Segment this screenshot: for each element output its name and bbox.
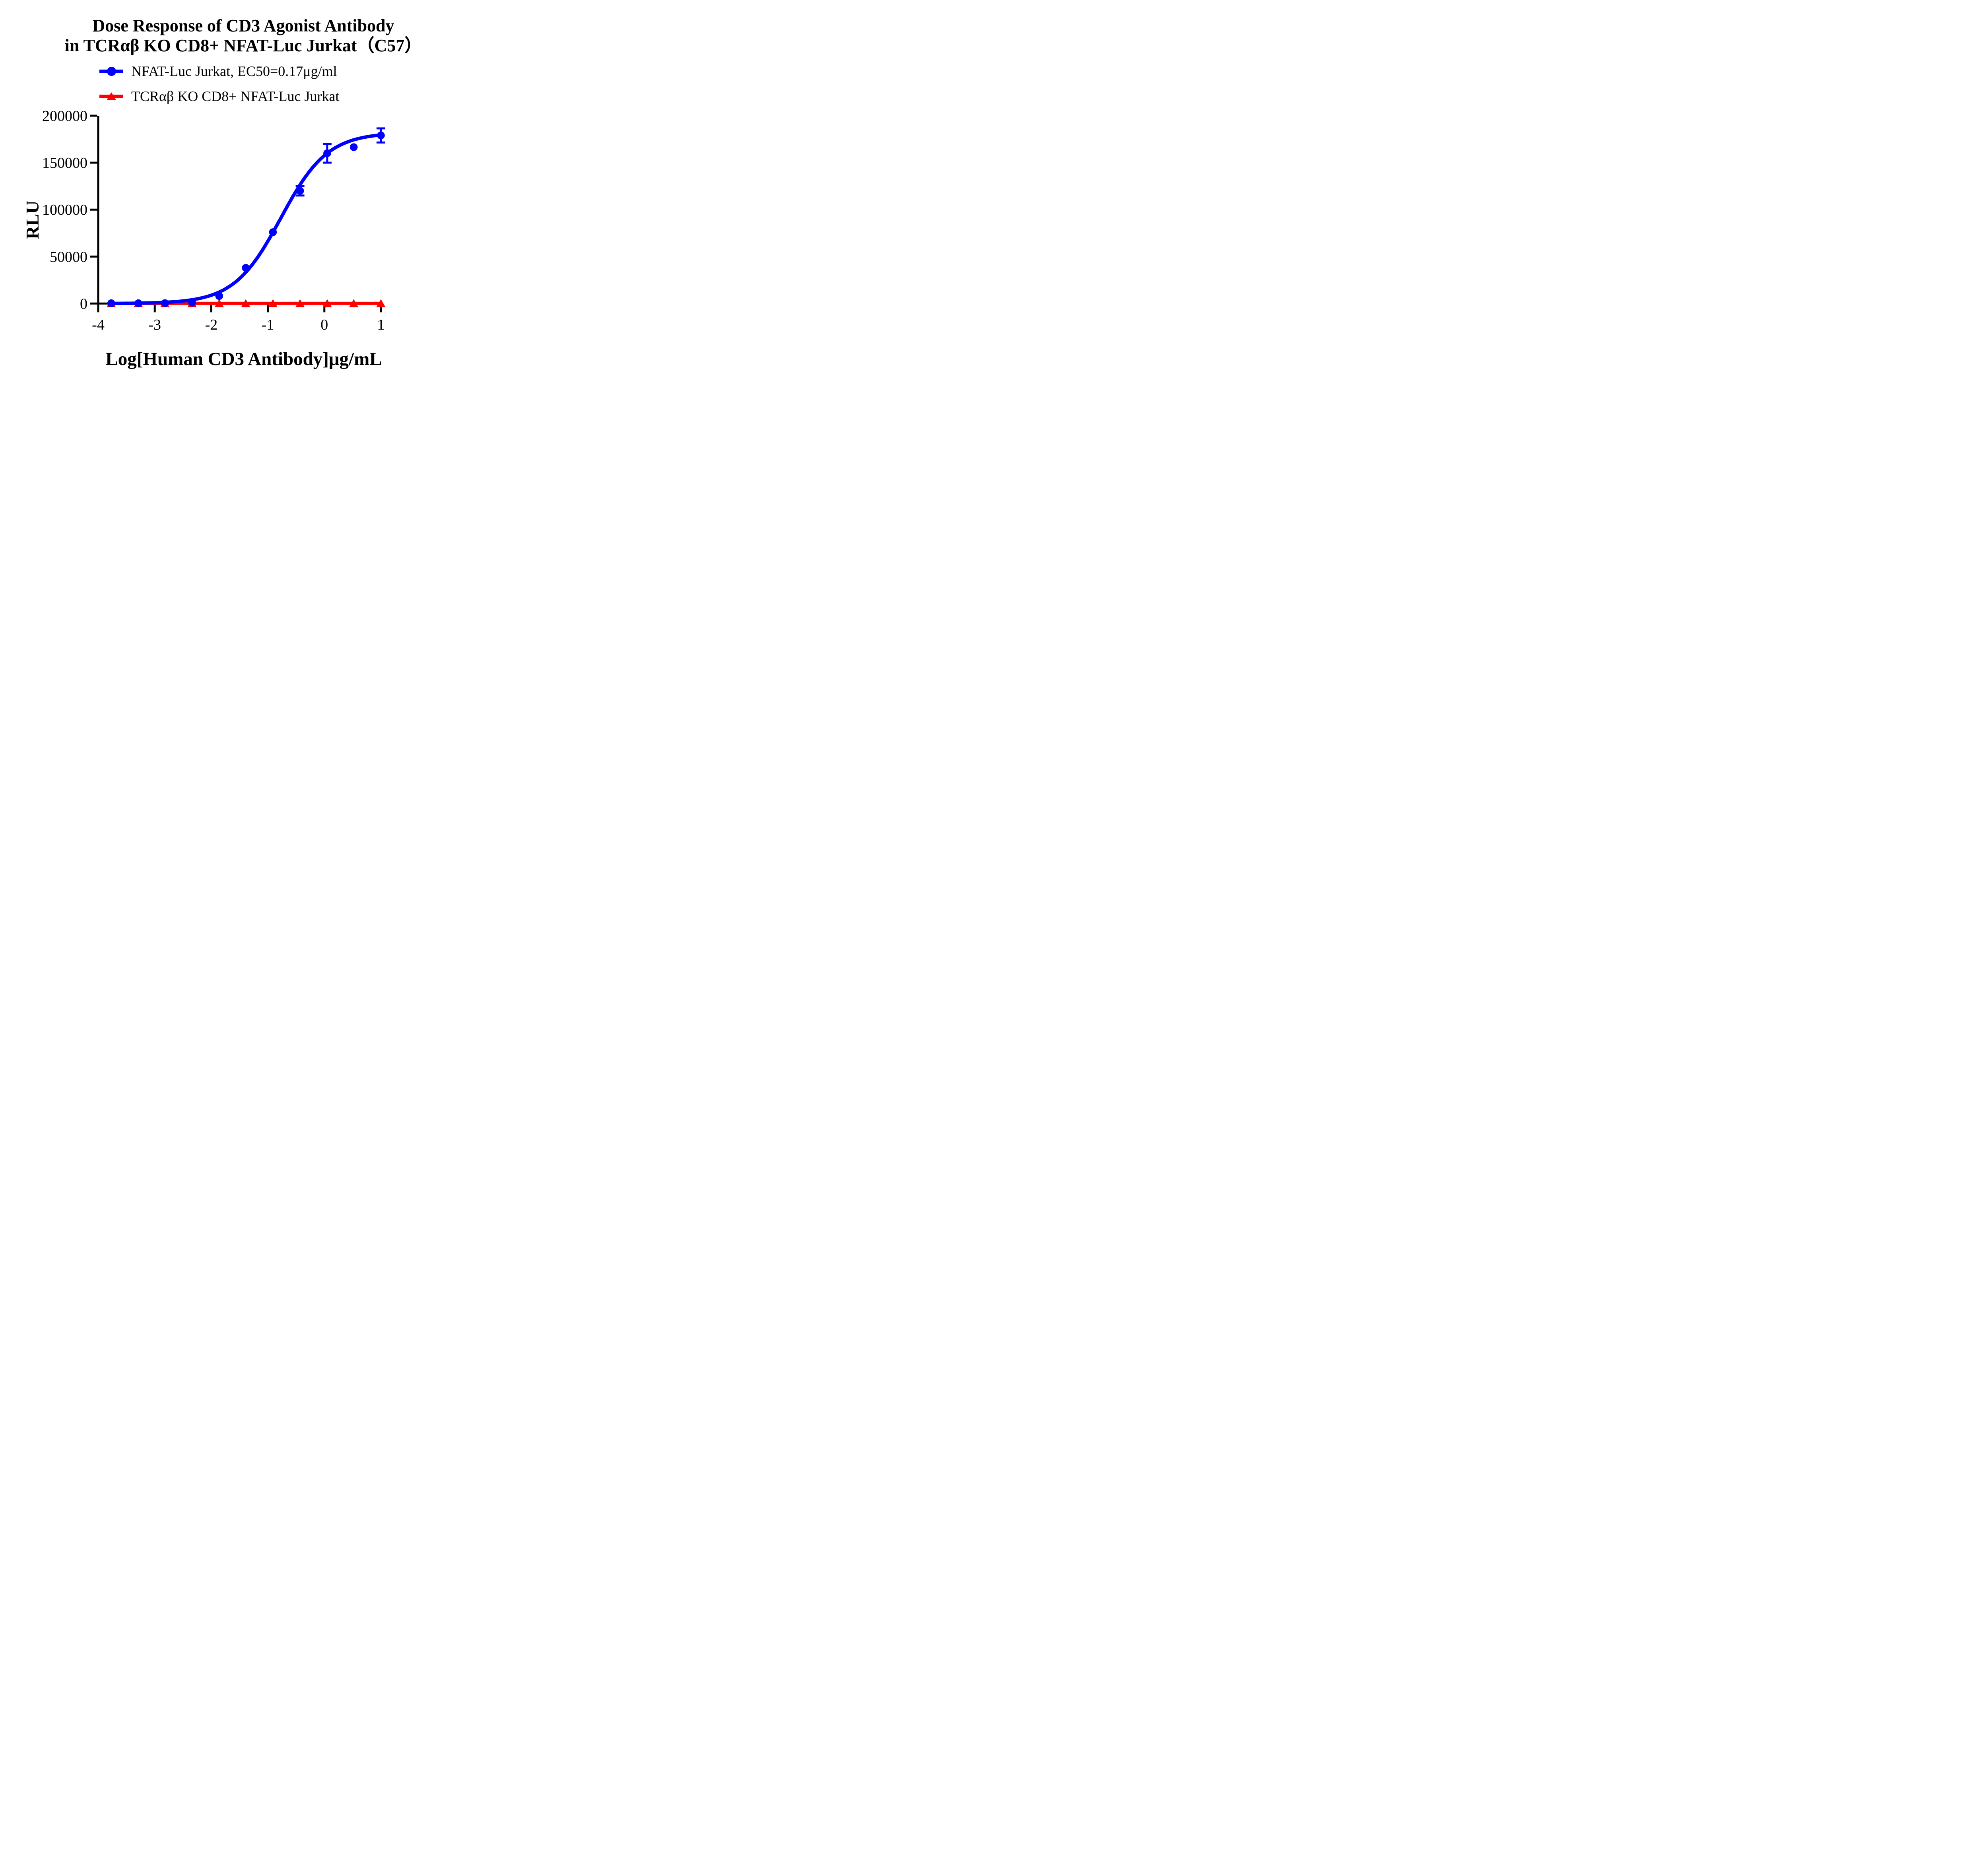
x-tick-label: -4 xyxy=(92,316,105,333)
legend-label: NFAT-Luc Jurkat, EC50=0.17μg/ml xyxy=(131,63,337,79)
legend-marker-red-triangle-icon xyxy=(99,91,123,101)
chart-title-line1: Dose Response of CD3 Agonist Antibody xyxy=(92,16,394,35)
y-tick-label: 50000 xyxy=(50,249,87,265)
red-triangle-marker xyxy=(295,299,305,307)
blue-circle-marker xyxy=(215,292,223,300)
blue-circle-marker xyxy=(377,131,385,140)
y-tick-label: 100000 xyxy=(42,202,87,218)
x-tick-label: 1 xyxy=(377,316,385,333)
blue-circle-marker xyxy=(242,264,250,272)
red-triangle-marker xyxy=(268,299,278,307)
y-axis-title: RLU xyxy=(22,200,43,239)
dose-response-figure: -4 -3 -2 -1 0 1 0 50000 100000 150000 200000 Dose … xyxy=(0,0,439,372)
legend: NFAT-Luc Jurkat, EC50=0.17μg/ml TCRαβ KO… xyxy=(99,62,339,112)
legend-item-nfat-luc-jurkat: NFAT-Luc Jurkat, EC50=0.17μg/ml xyxy=(99,62,339,80)
chart-title-line2: in TCRαβ KO CD8+ NFAT-Luc Jurkat（C57） xyxy=(64,36,422,56)
blue-circle-marker xyxy=(269,228,277,236)
blue-circle-marker xyxy=(323,149,331,157)
chart-title: Dose Response of CD3 Agonist Antibody in… xyxy=(0,16,439,56)
red-triangle-marker xyxy=(214,299,224,307)
blue-circle-marker xyxy=(134,299,142,307)
plot-area: -4 -3 -2 -1 0 1 0 50000 100000 150000 200000 xyxy=(42,108,386,333)
y-tick-label: 200000 xyxy=(42,108,87,124)
x-tick-label: -2 xyxy=(205,316,218,333)
red-triangle-marker xyxy=(322,299,332,307)
y-tick-label: 0 xyxy=(80,295,87,312)
blue-fit-curve xyxy=(109,133,382,305)
blue-circle-marker xyxy=(296,187,304,195)
x-tick-label: -1 xyxy=(262,316,274,333)
legend-label: TCRαβ KO CD8+ NFAT-Luc Jurkat xyxy=(131,88,340,104)
x-tick-label: -3 xyxy=(148,316,161,333)
blue-circle-marker xyxy=(161,299,169,307)
x-tick-label: 0 xyxy=(320,316,328,333)
red-triangle-marker xyxy=(241,299,250,307)
blue-circle-marker xyxy=(107,299,115,307)
legend-item-tcrab-ko: TCRαβ KO CD8+ NFAT-Luc Jurkat xyxy=(99,87,339,105)
blue-circle-marker xyxy=(188,299,196,307)
legend-marker-blue-circle-icon xyxy=(99,66,123,76)
red-triangle-marker xyxy=(376,299,386,307)
blue-circle-marker xyxy=(349,143,358,151)
red-triangle-marker xyxy=(349,299,359,307)
x-axis-title: Log[Human CD3 Antibody]μg/mL xyxy=(105,349,382,369)
y-tick-label: 150000 xyxy=(42,155,87,171)
